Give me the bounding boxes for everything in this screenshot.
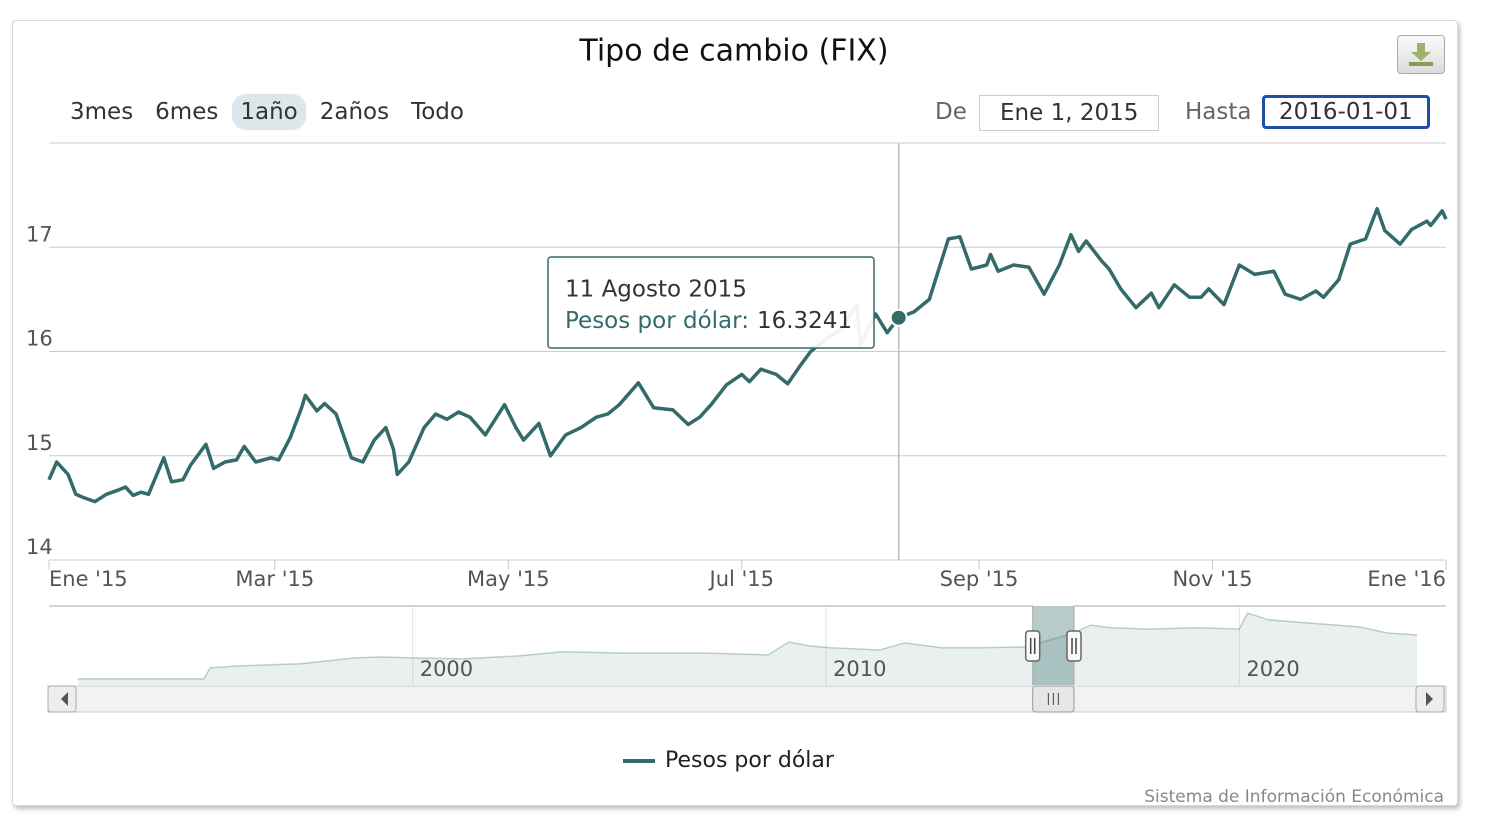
tooltip-body: Pesos por dólar: 16.3241 [565,308,852,334]
y-tick-label: 15 [26,431,53,455]
series-line [47,206,1448,504]
to-label: Hasta [1185,99,1252,125]
to-input[interactable]: 2016-01-01 [1262,95,1430,129]
range-button[interactable]: 1año [232,94,306,130]
scrollbar-arrow [61,692,68,706]
scrollbar-button[interactable] [47,685,77,713]
from-input[interactable]: Ene 1, 2015 [979,95,1160,131]
chart-title: Tipo de cambio (FIX) [578,34,888,69]
range-button[interactable]: 6mes [155,99,219,125]
x-tick-label: Mar '15 [235,567,314,591]
from-label: De [935,99,967,125]
navigator-line [77,612,1418,680]
tooltip-title: 11 Agosto 2015 [565,277,747,303]
tooltip-value: 16.3241 [757,308,852,334]
y-tick-label: 16 [26,327,53,351]
tooltip-label: Pesos por dólar: [565,308,749,334]
tooltip: 11 Agosto 2015 Pesos por dólar: 16.3241 [547,256,875,349]
navigator-tick-label: 2010 [833,657,886,681]
x-tick-label: Sep '15 [940,567,1019,591]
navigator-tick-label: 2020 [1246,657,1299,681]
x-tick-label: Ene '16 [1367,567,1446,591]
legend-label: Pesos por dólar [665,748,835,773]
x-tick-label: Nov '15 [1172,567,1252,591]
hover-marker [889,308,908,327]
tooltip-box [547,256,875,349]
export-icon [1409,43,1433,66]
navigator-area-fill [77,613,1418,685]
icon-arrow [1411,43,1431,61]
x-tick-label: May '15 [467,567,550,591]
range-buttons: 3mes 6mes 1año 2años Todo [62,94,472,130]
range-button[interactable]: 3mes [70,99,134,125]
icon-base [1409,62,1433,66]
y-tick-label: 14 [26,535,53,559]
range-button[interactable]: 2años [319,99,390,125]
navigator-handle[interactable] [1024,630,1041,662]
navigator-tick-label: 2000 [420,657,473,681]
x-tick-label: Ene '15 [49,567,128,591]
range-button[interactable]: Todo [411,99,464,125]
credits: Sistema de Información Económica [1144,787,1444,807]
y-tick-label: 17 [26,222,53,246]
scrollbar-arrow [1426,692,1433,706]
chart-card [12,20,1458,806]
export-button[interactable] [1397,35,1445,74]
scrollbar-track [47,685,1447,713]
scrollbar-button[interactable] [1415,685,1445,713]
x-tick-label: Jul '15 [708,567,775,591]
navigator-handle[interactable] [1066,630,1082,662]
